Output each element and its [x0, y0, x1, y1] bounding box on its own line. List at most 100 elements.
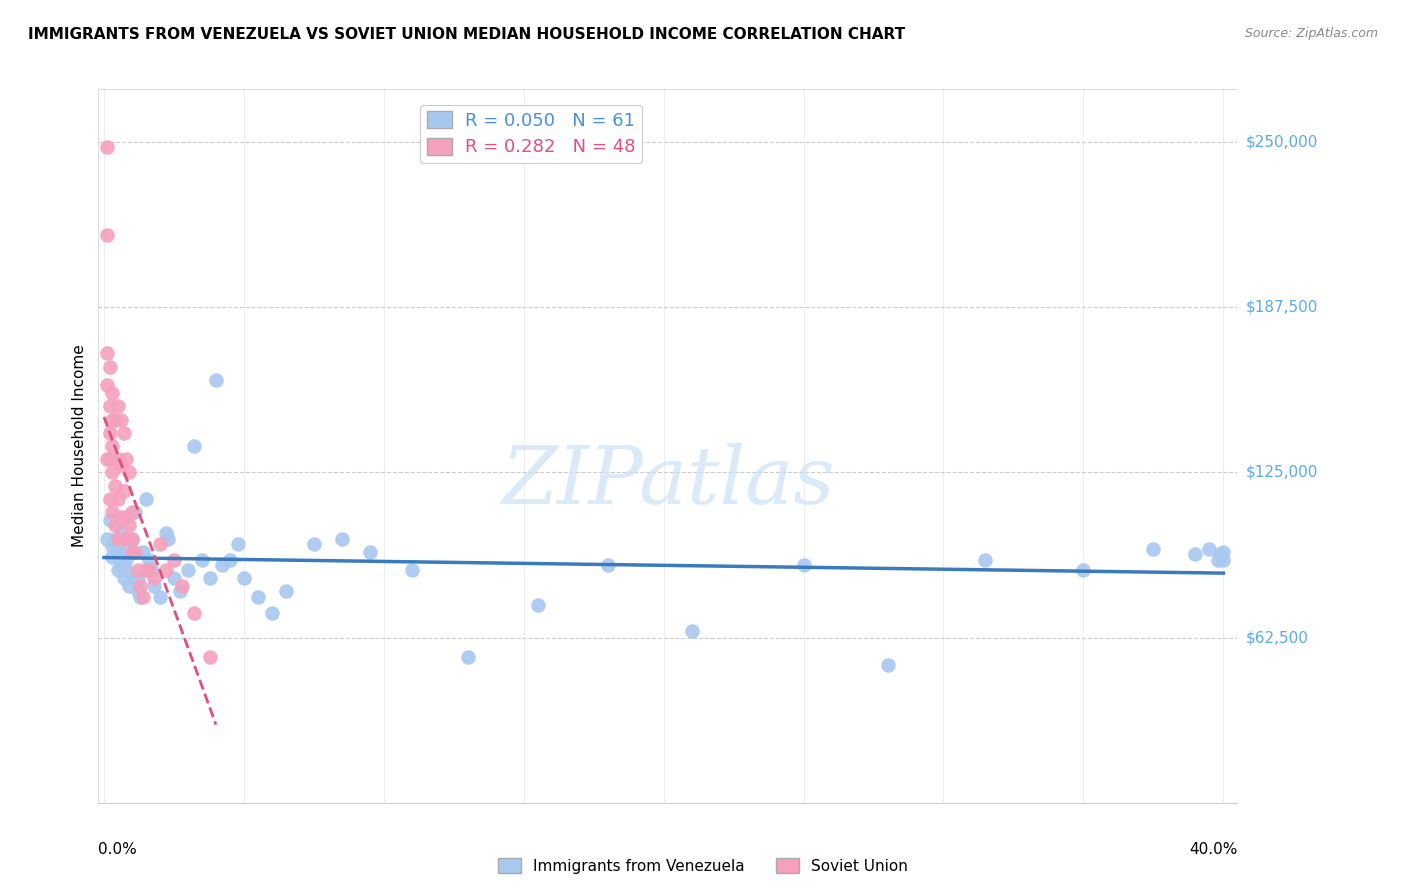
Point: [143, 579, 166, 593]
Point: [115, 510, 138, 524]
Point: [155, 563, 177, 577]
Point: [274, 584, 297, 599]
Point: [143, 571, 166, 585]
Point: [112, 532, 135, 546]
Point: [101, 466, 124, 480]
Point: [183, 439, 205, 453]
Point: [124, 545, 146, 559]
Point: [129, 579, 152, 593]
Point: [110, 412, 132, 426]
Point: [107, 400, 129, 414]
Point: [200, 650, 222, 665]
Point: [172, 579, 194, 593]
Point: [112, 425, 135, 440]
Point: [96, 452, 118, 467]
Point: [101, 412, 124, 426]
Point: [96, 140, 118, 154]
Point: [107, 545, 129, 559]
Point: [302, 537, 325, 551]
Point: [112, 571, 135, 585]
Point: [107, 452, 129, 467]
Point: [191, 552, 214, 566]
Point: [135, 491, 157, 506]
Point: [163, 571, 186, 585]
Point: [110, 558, 132, 572]
Point: [121, 505, 143, 519]
Point: [169, 584, 191, 599]
Point: [101, 540, 124, 554]
Point: [183, 606, 205, 620]
Point: [681, 624, 703, 638]
Point: [330, 532, 353, 546]
Point: [219, 552, 242, 566]
Point: [110, 524, 132, 538]
Point: [127, 571, 149, 585]
Point: [132, 545, 155, 559]
Point: [211, 558, 233, 572]
Point: [260, 606, 283, 620]
Point: [96, 346, 118, 360]
Text: $125,000: $125,000: [1246, 465, 1317, 480]
Point: [107, 563, 129, 577]
Point: [163, 552, 186, 566]
Point: [1212, 552, 1234, 566]
Point: [115, 452, 138, 467]
Point: [107, 491, 129, 506]
Point: [232, 571, 254, 585]
Point: [129, 590, 152, 604]
Text: $62,500: $62,500: [1246, 630, 1309, 645]
Point: [104, 412, 127, 426]
Point: [110, 510, 132, 524]
Point: [138, 552, 160, 566]
Point: [876, 658, 898, 673]
Text: Source: ZipAtlas.com: Source: ZipAtlas.com: [1244, 27, 1378, 40]
Point: [228, 537, 250, 551]
Point: [121, 545, 143, 559]
Point: [200, 571, 222, 585]
Point: [1198, 542, 1220, 557]
Point: [138, 563, 160, 577]
Point: [98, 400, 121, 414]
Point: [115, 552, 138, 566]
Point: [115, 563, 138, 577]
Point: [149, 590, 172, 604]
Point: [112, 483, 135, 498]
Point: [101, 386, 124, 401]
Point: [101, 439, 124, 453]
Point: [107, 532, 129, 546]
Point: [141, 563, 163, 577]
Point: [359, 545, 381, 559]
Point: [246, 590, 269, 604]
Point: [96, 378, 118, 392]
Point: [1142, 542, 1164, 557]
Point: [98, 452, 121, 467]
Point: [98, 359, 121, 374]
Legend: R = 0.050   N = 61, R = 0.282   N = 48: R = 0.050 N = 61, R = 0.282 N = 48: [420, 104, 643, 162]
Point: [101, 549, 124, 564]
Point: [793, 558, 815, 572]
Legend: Immigrants from Venezuela, Soviet Union: Immigrants from Venezuela, Soviet Union: [492, 852, 914, 880]
Point: [104, 478, 127, 492]
Point: [98, 491, 121, 506]
Point: [1212, 545, 1234, 559]
Point: [121, 568, 143, 582]
Point: [177, 563, 200, 577]
Point: [118, 518, 141, 533]
Point: [104, 532, 127, 546]
Point: [121, 532, 143, 546]
Point: [127, 584, 149, 599]
Point: [1209, 547, 1232, 561]
Point: [124, 505, 146, 519]
Point: [135, 563, 157, 577]
Point: [155, 526, 177, 541]
Point: [121, 532, 143, 546]
Point: [526, 598, 548, 612]
Point: [205, 373, 228, 387]
Point: [112, 542, 135, 557]
Point: [98, 425, 121, 440]
Point: [596, 558, 619, 572]
Point: [118, 579, 141, 593]
Text: $187,500: $187,500: [1246, 300, 1317, 315]
Text: IMMIGRANTS FROM VENEZUELA VS SOVIET UNION MEDIAN HOUSEHOLD INCOME CORRELATION CH: IMMIGRANTS FROM VENEZUELA VS SOVIET UNIO…: [28, 27, 905, 42]
Y-axis label: Median Household Income: Median Household Income: [72, 344, 87, 548]
